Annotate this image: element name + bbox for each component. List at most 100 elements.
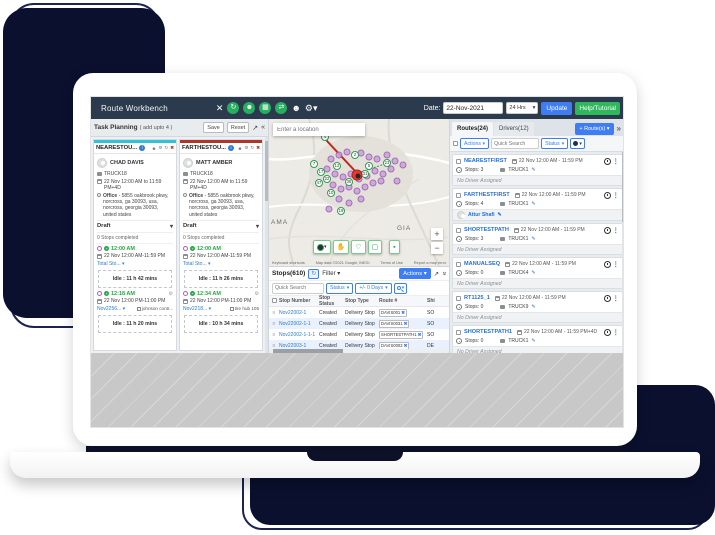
help-tutorial-button[interactable]: Help/Tutorial <box>575 101 620 115</box>
route-name-link[interactable]: FARTHESTFIRST <box>464 192 510 198</box>
hours-select[interactable]: 24 Hrs ▾ <box>506 102 539 114</box>
stop-number-link[interactable]: Nov22002-1 <box>279 309 307 316</box>
collapse-panel-icon[interactable]: « <box>261 124 265 131</box>
route-optimize-icon[interactable]: ↻ <box>227 102 240 114</box>
stops-horizontal-scrollbar[interactable] <box>269 349 449 353</box>
stop-number-link[interactable]: Nov22002-1-1-1 <box>279 331 316 338</box>
route-card[interactable]: SHORTESTPATH 22 Nov 12:00 AM - 11:59 PM … <box>452 223 623 255</box>
stops-days-select[interactable]: +/- 0 Days ▾ <box>355 282 392 294</box>
purple-stop-marker[interactable] <box>335 195 343 203</box>
expand-panel-icon[interactable]: ↗ <box>433 270 440 278</box>
route-card[interactable]: SHORTESTPATH1 22 Nov 12:00 AM - 11:59 PM… <box>452 325 623 353</box>
purple-stop-marker[interactable] <box>329 181 337 189</box>
map-extra-button[interactable]: ▪ <box>389 240 400 254</box>
purple-stop-marker[interactable] <box>399 161 407 169</box>
zoom-out-button[interactable]: − <box>431 242 443 254</box>
route-checkbox[interactable] <box>456 227 461 233</box>
map-lasso-button[interactable]: ♡ <box>351 240 366 254</box>
info-icon[interactable]: i <box>228 145 235 151</box>
refresh-icon[interactable]: ↻ <box>308 268 320 279</box>
add-stop-icon[interactable]: + <box>104 291 109 297</box>
drag-handle-icon[interactable]: ≡ <box>272 320 276 327</box>
edit-truck-icon[interactable]: ✎ <box>531 338 536 344</box>
table-row[interactable]: ≡ Nov22002-1-1-1 Created Delivery Stop S… <box>269 329 449 340</box>
update-button[interactable]: Update <box>541 101 573 115</box>
purple-stop-marker[interactable] <box>393 177 401 185</box>
numbered-route-stop-marker[interactable]: 7 <box>310 160 318 168</box>
route-name-link[interactable]: NEARESTFIRST <box>464 158 507 164</box>
route-name-link[interactable]: SHORTESTPATH1 <box>464 329 512 335</box>
col-extra[interactable]: Shi <box>427 298 435 304</box>
purple-stop-marker[interactable] <box>357 195 365 203</box>
route-assign-tag[interactable]: SHORTESTPATH1 ✖ <box>379 330 424 339</box>
routes-scrollbar[interactable] <box>622 152 623 353</box>
purple-stop-marker[interactable] <box>361 183 369 191</box>
collapse-panel-icon[interactable]: » <box>440 271 448 276</box>
keyboard-shortcuts-link[interactable]: Keyboard shortcuts <box>272 261 305 265</box>
expand-right-panel-icon[interactable]: » <box>616 124 621 133</box>
table-row[interactable]: ≡ Nov22002-1-1 Created Delivery Stop DAV… <box>269 318 449 329</box>
map-search-input[interactable] <box>273 123 365 136</box>
reset-button[interactable]: Reset <box>226 122 250 133</box>
report-error-link[interactable]: Report a map error <box>413 261 446 265</box>
edit-truck-icon[interactable]: ✎ <box>531 304 536 310</box>
status-dropdown[interactable]: Draft ▾ <box>97 219 173 233</box>
more-options-icon[interactable]: ⋮ <box>612 261 620 268</box>
purple-stop-marker[interactable] <box>339 173 347 181</box>
hub-grid-icon[interactable]: ▦ <box>259 102 272 114</box>
stop-link[interactable]: Total Sto... ▾ <box>183 260 211 267</box>
map[interactable]: 34712172247103531523219 AMA GIA ▾ ✋ ♡ ▢ … <box>269 119 449 266</box>
purple-stop-marker[interactable] <box>335 151 343 159</box>
purple-stop-marker[interactable] <box>379 170 387 178</box>
timer-icon[interactable] <box>603 191 611 199</box>
edit-truck-icon[interactable]: ✎ <box>531 270 536 276</box>
more-options-icon[interactable]: ⋮ <box>612 192 620 199</box>
refresh-icon[interactable]: ↻ <box>250 145 255 150</box>
driver-plan-card[interactable]: NEARESTOU... i ☻ ⚙ ↻ ✖ CHAD DAVIS TRUCK18 2… <box>93 139 177 351</box>
purple-stop-marker[interactable] <box>327 155 335 163</box>
drag-handle-icon[interactable]: ≡ <box>272 309 276 316</box>
gear-icon[interactable]: ⚙ <box>168 290 173 297</box>
stop-number-link[interactable]: Nov22003-1 <box>279 342 307 349</box>
route-card[interactable]: NEARESTFIRST 22 Nov 12:00 AM - 11:59 PM … <box>452 154 623 186</box>
gear-icon[interactable]: ⚙ <box>158 145 163 150</box>
purple-stop-marker[interactable] <box>391 157 399 165</box>
zoom-in-button[interactable]: + <box>431 228 443 240</box>
purple-stop-marker[interactable] <box>331 170 339 178</box>
timer-icon[interactable] <box>603 226 611 234</box>
more-options-icon[interactable]: ⋮ <box>612 227 620 234</box>
close-icon[interactable]: ✖ <box>256 145 260 150</box>
purple-stop-marker[interactable] <box>325 205 333 213</box>
table-row[interactable]: ≡ Nov22002-1 Created Delivery Stop DAVIS… <box>269 307 449 318</box>
route-card[interactable]: RT1125_1 22 Nov 12:00 AM - 11:59 PM ⋮ St… <box>452 291 623 323</box>
expand-panel-icon[interactable]: ↗ <box>252 124 259 132</box>
purple-stop-marker[interactable] <box>373 155 381 163</box>
purple-stop-marker[interactable] <box>353 187 361 195</box>
left-panel-scrollbar[interactable] <box>265 137 268 353</box>
purple-stop-marker[interactable] <box>377 177 385 185</box>
purple-stop-marker[interactable] <box>343 148 351 156</box>
map-rect-select-button[interactable]: ▢ <box>367 240 383 254</box>
user-icon[interactable]: ☻ <box>291 103 301 113</box>
edit-truck-icon[interactable]: ✎ <box>531 201 536 207</box>
numbered-route-stop-marker[interactable]: 22 <box>323 175 331 183</box>
status-dropdown[interactable]: Draft ▾ <box>183 219 259 233</box>
purple-stop-marker[interactable] <box>365 153 373 161</box>
numbered-route-stop-marker[interactable]: 2 <box>351 151 359 159</box>
visibility-toggle-button[interactable]: ▾ <box>570 138 585 149</box>
more-options-icon[interactable]: ⋮ <box>612 329 620 336</box>
route-checkbox[interactable] <box>456 329 461 335</box>
tab-drivers[interactable]: Drivers(12) <box>494 122 534 136</box>
info-icon[interactable]: i <box>139 145 146 151</box>
route-name[interactable]: NEARESTOU... <box>96 145 138 151</box>
numbered-route-stop-marker[interactable]: 47 <box>315 179 323 187</box>
stops-actions-button[interactable]: Actions ▾ <box>399 268 431 279</box>
route-checkbox[interactable] <box>456 158 461 164</box>
add-stop-icon[interactable]: + <box>104 246 109 252</box>
add-route-button[interactable]: + Route(s) ▾ <box>575 122 614 135</box>
gear-icon[interactable]: ⚙ <box>254 290 259 297</box>
remove-icon[interactable]: ✖ <box>417 331 422 337</box>
swap-arrows-icon[interactable]: ⇄ <box>275 102 288 114</box>
depot-marker[interactable] <box>351 169 363 181</box>
drag-handle-icon[interactable]: ≡ <box>272 331 276 338</box>
